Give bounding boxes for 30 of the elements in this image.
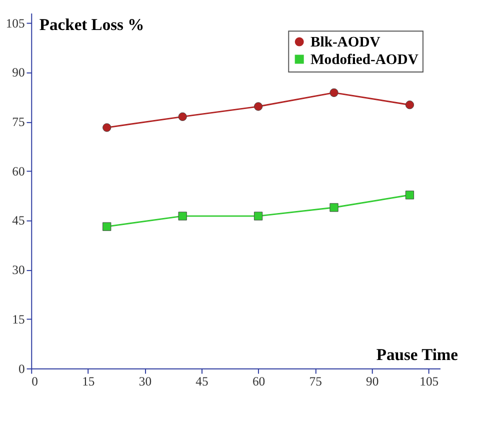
y-tick-label: 105 — [6, 16, 25, 30]
point — [254, 102, 263, 111]
y-tick-label: 90 — [12, 66, 25, 80]
x-tick-label: 60 — [252, 374, 266, 388]
y-tick-label: 75 — [12, 115, 25, 130]
x-axis-title: Pause Time — [376, 345, 458, 364]
x-tick-label: 75 — [309, 374, 322, 388]
x-tick-label: 105 — [420, 374, 439, 388]
y-tick-label: 0 — [18, 362, 25, 376]
y-axis-title: Packet Loss % — [39, 15, 144, 34]
point — [405, 100, 414, 110]
legend-label: Blk-AODV — [310, 34, 381, 51]
legend-label: Modofied-AODV — [310, 52, 419, 68]
point — [178, 212, 187, 220]
y-tick-label: 30 — [12, 263, 25, 278]
x-tick-label: 45 — [196, 374, 208, 388]
point — [178, 112, 187, 122]
x-tick-label: 30 — [138, 374, 152, 388]
point — [405, 190, 414, 200]
x-tick-label: 0 — [32, 374, 38, 388]
y-tick-label: 45 — [12, 214, 25, 228]
point — [254, 212, 263, 220]
y-tick-label: 60 — [12, 164, 25, 178]
x-tick-label: 15 — [82, 374, 95, 388]
x-tick-label: 90 — [366, 374, 379, 388]
point — [330, 203, 338, 212]
point — [102, 123, 112, 132]
point — [330, 88, 338, 97]
point — [102, 222, 112, 231]
y-tick-label: 15 — [12, 312, 25, 326]
